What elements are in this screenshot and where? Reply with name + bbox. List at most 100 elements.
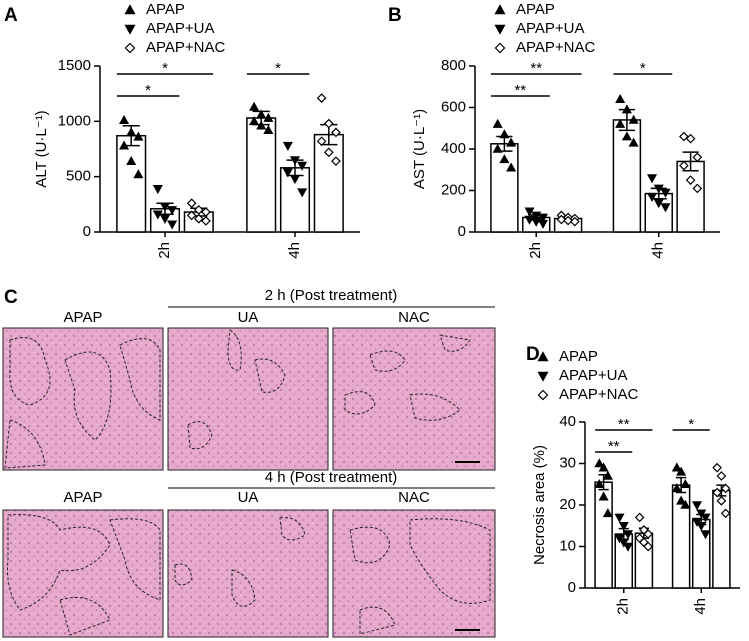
y-tick-label: 0 — [568, 579, 576, 596]
legend-marker — [537, 351, 549, 362]
data-point — [263, 112, 274, 122]
data-point — [680, 479, 691, 489]
x-tick-label: 2h — [527, 242, 544, 259]
data-point — [152, 185, 163, 195]
necrosis-outline — [174, 517, 306, 607]
significance-label: * — [640, 60, 646, 77]
data-point — [685, 175, 696, 185]
data-point — [499, 129, 510, 139]
data-point — [316, 93, 327, 103]
data-point — [563, 215, 573, 226]
y-tick-label: 1500 — [58, 57, 91, 74]
data-point — [680, 499, 691, 509]
significance-label: ** — [530, 60, 542, 77]
data-point — [297, 161, 308, 171]
legend-label: APAP — [559, 348, 598, 365]
panel-letter: B — [388, 5, 402, 26]
error-bar — [675, 476, 687, 494]
panel-letter: A — [4, 5, 18, 26]
histology-image — [167, 327, 329, 471]
legend-marker — [494, 4, 506, 15]
data-point — [700, 530, 711, 540]
necrosis-outline — [187, 329, 286, 450]
legend-label: APAP+NAC — [559, 386, 639, 403]
bar — [116, 134, 147, 233]
data-point — [622, 542, 634, 552]
y-tick-label: 20 — [559, 496, 576, 513]
data-point — [716, 471, 727, 481]
histology-panel: C APAP 2 h (Post treatment) UA NAC APAP … — [2, 287, 496, 638]
y-axis-label: Necrosis area (%) — [531, 445, 548, 565]
y-tick-label: 10 — [559, 537, 576, 554]
data-point — [646, 174, 658, 184]
legend-label: APAP+UA — [559, 367, 628, 384]
data-point — [256, 109, 267, 119]
bar — [246, 117, 277, 233]
data-point — [676, 495, 687, 505]
data-point — [602, 508, 613, 518]
histology-image — [332, 509, 496, 638]
row-header: 2 h (Post treatment) — [265, 287, 398, 304]
row-header: 4 h (Post treatment) — [265, 469, 398, 486]
data-point — [643, 541, 654, 552]
data-point — [712, 487, 722, 498]
data-point — [615, 93, 626, 103]
data-point — [316, 136, 327, 147]
data-point — [193, 213, 204, 224]
panel-letter: D — [526, 344, 540, 365]
data-point — [692, 183, 703, 194]
data-point — [331, 156, 341, 167]
y-axis-label: ALT (U·L⁻¹) — [33, 110, 50, 187]
data-point — [628, 137, 639, 147]
legend-label: APAP — [516, 1, 555, 18]
image-label: NAC — [398, 309, 430, 326]
image-label: APAP — [64, 489, 103, 506]
legend-marker — [537, 389, 549, 401]
data-point — [622, 530, 634, 540]
legend-marker — [124, 42, 136, 54]
data-point — [643, 529, 654, 539]
data-point — [133, 169, 144, 179]
y-tick-label: 400 — [441, 140, 466, 157]
data-point — [537, 219, 549, 229]
y-tick-label: 500 — [66, 168, 91, 185]
necrosis-outline — [7, 514, 161, 636]
data-point — [249, 116, 260, 126]
data-point — [598, 491, 609, 501]
data-point — [331, 127, 341, 138]
significance-label: * — [275, 60, 281, 77]
data-point — [119, 140, 130, 150]
data-point — [602, 470, 613, 480]
histology-image — [332, 327, 496, 471]
image-label: UA — [238, 489, 259, 506]
data-point — [167, 206, 178, 216]
data-point — [126, 155, 137, 165]
data-point — [614, 513, 625, 523]
data-point — [282, 141, 293, 151]
y-tick-label: 800 — [441, 57, 466, 74]
data-point — [569, 216, 580, 227]
necrosis-outline — [4, 337, 161, 469]
x-tick-label: 2h — [615, 598, 632, 615]
data-point — [263, 124, 274, 134]
significance-label: * — [145, 82, 151, 99]
data-point — [696, 521, 707, 531]
data-point — [289, 175, 301, 185]
data-point — [506, 137, 517, 147]
data-point — [712, 462, 722, 473]
data-point — [720, 508, 731, 519]
data-point — [159, 214, 171, 224]
data-point — [126, 127, 137, 137]
image-label: NAC — [398, 489, 430, 506]
panel-letter: C — [4, 287, 18, 308]
data-point — [660, 203, 671, 213]
data-point — [679, 160, 689, 171]
data-point — [628, 114, 639, 124]
legend-marker — [494, 42, 506, 54]
necrosis-outline — [344, 334, 471, 421]
data-point — [691, 501, 703, 511]
y-tick-label: 30 — [559, 454, 576, 471]
data-point — [186, 210, 197, 221]
data-point — [159, 202, 171, 212]
